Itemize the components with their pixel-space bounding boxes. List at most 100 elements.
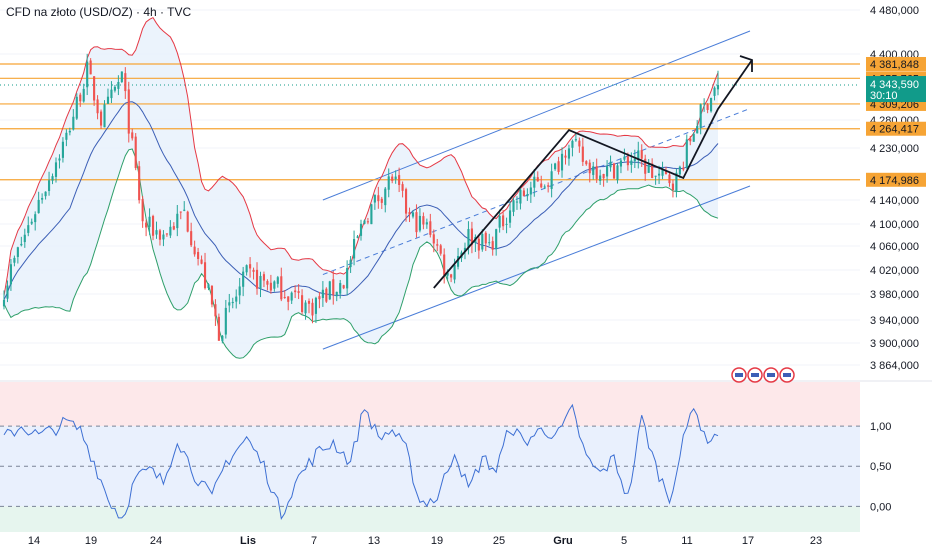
candle-body — [249, 264, 252, 269]
candle-body — [200, 259, 203, 264]
candle-body — [498, 216, 501, 228]
candle-body — [366, 221, 370, 223]
candle-body — [273, 281, 276, 289]
time-axis-tick: 17 — [742, 535, 754, 547]
time-axis-tick: 13 — [368, 535, 380, 547]
price-axis-tick: 4 230,000 — [870, 143, 919, 155]
candle-body — [120, 71, 123, 82]
candle-body — [117, 81, 120, 89]
candle-body — [2, 299, 6, 307]
candle-body — [65, 132, 68, 140]
price-axis-tick: 4 100,000 — [870, 219, 919, 231]
candle-body — [363, 220, 366, 224]
candle-body — [436, 244, 439, 246]
candle-body — [349, 259, 352, 268]
time-axis-tick: 14 — [28, 535, 40, 547]
last-price-label-bg — [866, 76, 926, 103]
candle-body — [217, 316, 220, 341]
candle-body — [481, 234, 484, 250]
candle-body — [134, 136, 137, 169]
level-price-label-bg — [866, 121, 926, 136]
candle-body — [106, 96, 110, 104]
candles-group — [2, 53, 720, 344]
candle-body — [602, 173, 605, 179]
price-axis-tick: 3 864,000 — [870, 360, 919, 372]
candle-body — [519, 189, 522, 204]
bollinger-band-fill — [4, 17, 718, 359]
candle-body — [72, 116, 75, 130]
candle-body — [709, 97, 713, 112]
candle-body — [325, 288, 328, 302]
candle-body — [203, 262, 207, 289]
candle-body — [304, 302, 307, 314]
candle-body — [356, 236, 359, 238]
header-separator: · — [156, 5, 168, 19]
candle-body — [384, 188, 387, 206]
candle-body — [269, 282, 272, 291]
candle-body — [415, 212, 418, 233]
candle-body — [398, 175, 401, 186]
candle-body — [165, 233, 168, 235]
candle-body — [79, 94, 82, 102]
candle-body — [574, 139, 577, 141]
candle-body — [567, 148, 571, 159]
candle-body — [654, 175, 657, 177]
time-axis-tick: 25 — [493, 535, 505, 547]
time-axis-tick: Lis — [240, 535, 256, 547]
candle-body — [342, 285, 345, 289]
time-axis-tick: 5 — [621, 535, 627, 547]
candle-body — [703, 103, 706, 105]
candle-body — [259, 275, 262, 289]
interval-label[interactable]: 4h — [143, 5, 157, 19]
channel-upper-line — [322, 30, 751, 201]
rsi-overbought-zone — [0, 382, 860, 427]
symbol-header[interactable]: CFD na złoto (USD/OZ) · 4h · TVC — [6, 5, 191, 19]
candle-body — [616, 165, 619, 181]
price-axis-tick: 3 940,000 — [870, 315, 919, 327]
candle-body — [328, 281, 331, 300]
candle-body — [692, 133, 695, 142]
candle-body — [661, 168, 664, 176]
candle-body — [228, 302, 231, 306]
rsi-line — [3, 403, 719, 520]
candle-body — [352, 239, 356, 259]
candle-body — [422, 216, 425, 225]
candle-body — [612, 163, 616, 179]
candle-body — [401, 184, 404, 191]
candle-body — [93, 76, 96, 101]
candle-body — [89, 60, 92, 75]
candle-body — [571, 140, 574, 148]
event-flag-icon — [735, 373, 743, 377]
candle-body — [637, 150, 640, 160]
candle-body — [221, 335, 224, 342]
candle-body — [238, 286, 241, 296]
level-price-label-bg — [866, 172, 926, 187]
candle-body — [179, 211, 182, 213]
candle-body — [644, 158, 647, 174]
candle-body — [23, 234, 26, 243]
candle-body — [581, 146, 584, 162]
candle-body — [231, 301, 234, 304]
candle-body — [186, 211, 189, 232]
candle-body — [623, 156, 626, 160]
candle-body — [16, 247, 19, 257]
candle-body — [488, 242, 491, 244]
candle-body — [373, 194, 376, 203]
candle-body — [477, 238, 480, 251]
candle-body — [145, 222, 148, 228]
bollinger-lower-line — [3, 148, 719, 359]
candle-body — [47, 180, 51, 191]
candle-body — [297, 291, 300, 293]
candle-body — [609, 161, 612, 168]
candle-body — [51, 176, 54, 181]
event-flag-icon — [751, 373, 759, 377]
time-axis-tick: 19 — [431, 535, 443, 547]
time-axis-tick: Gru — [553, 535, 573, 547]
candle-body — [242, 271, 245, 287]
candle-body — [162, 234, 165, 240]
candle-body — [314, 297, 318, 314]
candle-body — [453, 264, 456, 280]
candle-body — [526, 194, 529, 197]
candle-body — [252, 269, 255, 272]
